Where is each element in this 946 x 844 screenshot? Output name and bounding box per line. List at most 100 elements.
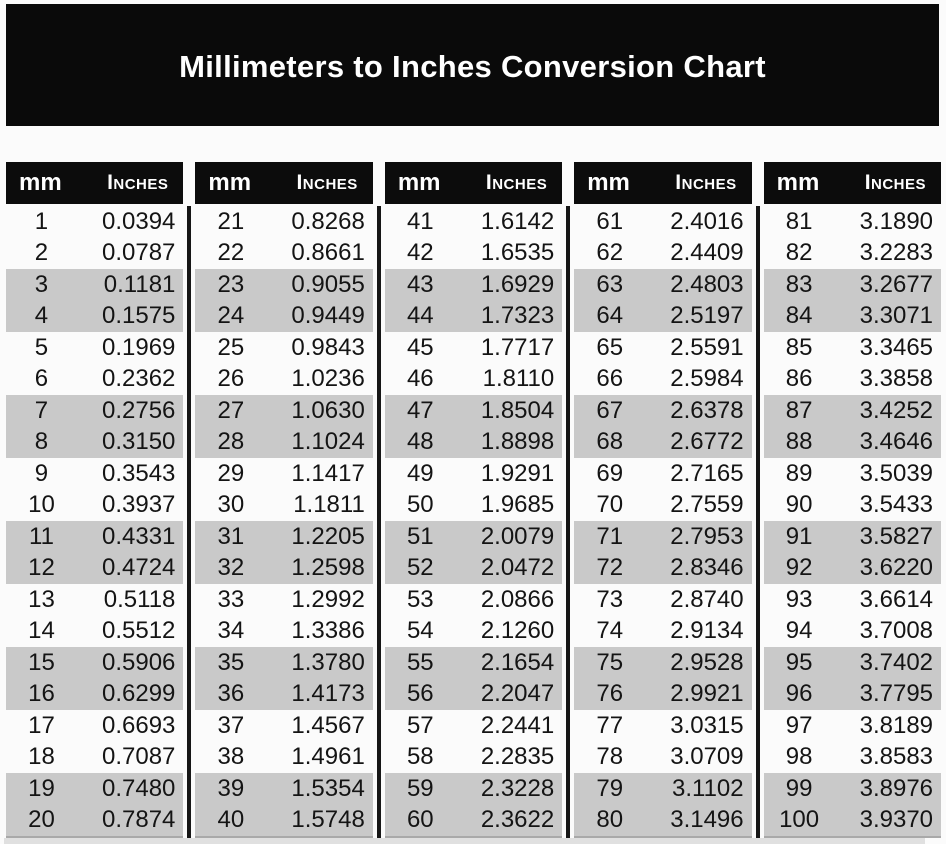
mm-value: 68 — [596, 428, 624, 456]
inches-value: 2.4016 — [670, 207, 744, 235]
table-row: 50 1.9685 — [385, 490, 562, 522]
inches-value: 3.7795 — [859, 680, 934, 708]
table-row: 28 1.1024 — [195, 426, 373, 458]
mm-value: 28 — [217, 428, 245, 456]
mm-value: 57 — [406, 711, 434, 739]
mm-value: 71 — [596, 522, 624, 550]
inches-value: 0.9843 — [291, 333, 365, 361]
table-row: 15 0.5906 — [6, 647, 184, 679]
mm-value: 14 — [28, 617, 55, 645]
mm-value: 60 — [406, 806, 434, 834]
mm-value: 81 — [785, 207, 813, 235]
table-row: 55 2.1654 — [384, 647, 563, 679]
inches-value: 3.3465 — [859, 333, 934, 361]
table-row: 30 1.1811 — [195, 490, 372, 522]
mm-value: 56 — [406, 680, 434, 708]
inches-value: 2.2047 — [480, 680, 555, 708]
mm-value: 62 — [596, 239, 624, 267]
mm-column-header: mm — [776, 169, 820, 196]
table-row: 71 2.7953 — [574, 521, 752, 553]
title-banner: Millimeters to Inches Conversion Chart — [6, 4, 939, 126]
inches-value: 0.5512 — [102, 617, 176, 645]
mm-value: 69 — [596, 459, 624, 487]
inches-value: 0.3937 — [102, 491, 176, 519]
mm-column-header: mm — [208, 169, 252, 196]
mm-value: 4 — [34, 302, 49, 330]
table-row: 47 1.8504 — [384, 395, 563, 427]
mm-value: 35 — [217, 648, 245, 676]
mm-column-header: mm — [19, 169, 62, 196]
inches-value: 2.1260 — [480, 617, 555, 645]
column-group-rows: 1 0.0394 2 0.0787 3 0.1181 4 0.1575 5 0.… — [6, 204, 184, 836]
column-divider — [187, 206, 192, 838]
mm-value: 52 — [406, 554, 434, 582]
mm-value: 27 — [217, 396, 245, 424]
mm-value: 33 — [217, 585, 245, 613]
mm-value: 74 — [596, 617, 624, 645]
mm-value: 89 — [785, 459, 813, 487]
inches-value: 3.8583 — [859, 743, 934, 771]
table-row: 39 1.5354 — [195, 773, 373, 805]
column-group: mm Inches 1 0.0394 2 0.0787 3 0.1181 4 0… — [6, 162, 184, 836]
inches-column-header: Inches — [107, 171, 169, 194]
mm-value: 99 — [785, 774, 813, 802]
inches-value: 3.1496 — [670, 806, 744, 834]
table-row: 31 1.2205 — [195, 521, 373, 553]
table-row: 27 1.0630 — [195, 395, 373, 427]
mm-value: 98 — [785, 743, 813, 771]
table-row: 17 0.6693 — [6, 710, 183, 742]
inches-value: 2.9921 — [670, 680, 744, 708]
mm-column-header: mm — [397, 169, 441, 196]
table-row: 61 2.4016 — [574, 206, 751, 238]
mm-value: 24 — [217, 302, 245, 330]
table-row: 65 2.5591 — [574, 332, 751, 364]
inches-value: 1.8110 — [482, 365, 555, 393]
mm-value: 70 — [596, 491, 624, 519]
table-row: 40 1.5748 — [195, 804, 373, 836]
mm-value: 54 — [406, 617, 434, 645]
table-row: 92 3.6220 — [763, 552, 942, 584]
table-row: 32 1.2598 — [195, 552, 373, 584]
table-row: 21 0.8268 — [195, 206, 372, 238]
mm-value: 64 — [596, 302, 624, 330]
inches-value: 0.8661 — [291, 239, 365, 267]
mm-value: 32 — [217, 554, 245, 582]
mm-value: 92 — [785, 554, 813, 582]
inches-value: 1.1811 — [293, 491, 365, 519]
table-row: 59 2.3228 — [384, 773, 563, 805]
inches-value: 3.2283 — [859, 239, 934, 267]
table-row: 95 3.7402 — [763, 647, 942, 679]
table-row: 13 0.5118 — [6, 584, 183, 616]
mm-value: 13 — [28, 585, 55, 613]
inches-value: 3.1890 — [859, 207, 934, 235]
inches-value: 1.4567 — [291, 711, 365, 739]
table-row: 85 3.3465 — [764, 332, 941, 364]
inches-value: 1.4173 — [291, 680, 365, 708]
inches-value: 1.1024 — [291, 428, 365, 456]
mm-value: 7 — [34, 396, 49, 424]
table-row: 84 3.3071 — [763, 300, 942, 332]
mm-value: 90 — [785, 491, 813, 519]
mm-value: 75 — [596, 648, 624, 676]
column-group-rows: 81 3.1890 82 3.2283 83 3.2677 84 3.3071 … — [763, 204, 942, 836]
mm-value: 84 — [785, 302, 813, 330]
column-group-rows: 21 0.8268 22 0.8661 23 0.9055 24 0.9449 … — [195, 204, 373, 836]
inches-value: 3.1102 — [672, 774, 744, 802]
bottom-edge-strip — [4, 838, 925, 844]
table-row: 90 3.5433 — [764, 490, 941, 522]
table-row: 33 1.2992 — [195, 584, 372, 616]
table-row: 2 0.0787 — [6, 238, 183, 270]
table-row: 42 1.6535 — [385, 238, 562, 270]
inches-value: 2.0472 — [480, 554, 555, 582]
mm-value: 80 — [596, 806, 624, 834]
table-row: 58 2.2835 — [385, 742, 562, 774]
inches-value: 2.7953 — [670, 522, 744, 550]
table-row: 6 0.2362 — [6, 364, 183, 396]
mm-value: 55 — [406, 648, 434, 676]
mm-value: 16 — [28, 680, 55, 708]
table-row: 25 0.9843 — [195, 332, 372, 364]
table-row: 76 2.9921 — [574, 678, 752, 710]
inches-value: 3.9370 — [859, 806, 934, 834]
table-row: 4 0.1575 — [6, 300, 184, 332]
inches-value: 2.5197 — [670, 302, 744, 330]
